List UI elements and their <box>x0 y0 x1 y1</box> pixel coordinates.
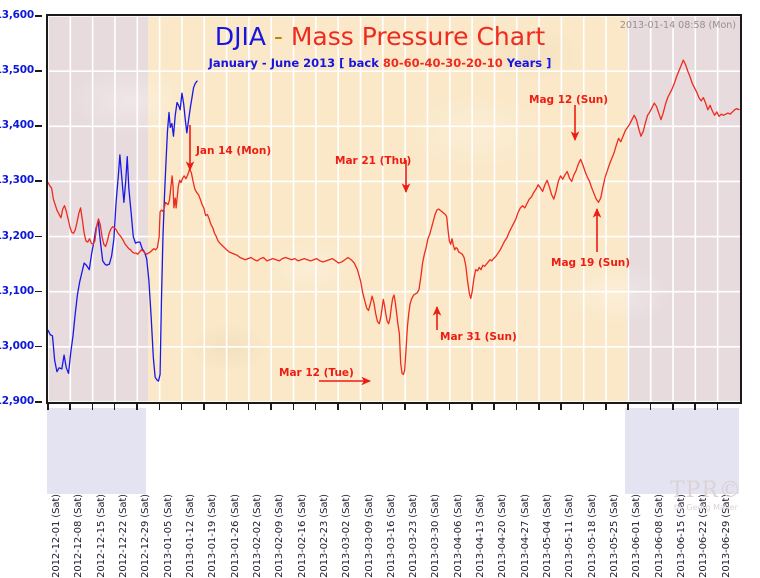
x-tick-mark <box>136 404 138 410</box>
x-tick-mark <box>47 404 49 410</box>
x-tick-mark <box>381 404 384 410</box>
x-tick-label: 2012-12-01 (Sat) <box>51 494 62 578</box>
y-axis-labels: 13,600 13,500 13,400 13,300 13,200 13,100 13,0… <box>0 9 42 407</box>
x-tick-label: 2013-02-09 (Sat) <box>274 494 286 578</box>
x-axis-labels: 2012-12-01 (Sat) 2012-12-08 (Sat) 2012-12-… <box>0 404 760 578</box>
y-tick-mark <box>35 290 42 293</box>
y-tick-label: 12,900 <box>0 395 34 407</box>
x-tick-label: 2013-06-15 (Sat) <box>676 494 688 578</box>
x-tick-mark <box>337 404 339 410</box>
x-tick-mark <box>582 404 585 410</box>
x-tick-mark <box>180 404 183 410</box>
x-tick-label: 2013-01-19 (Sat) <box>207 494 219 578</box>
chart-screenshot: 13,600 13,500 13,400 13,300 13,200 13,100 13,0… <box>0 9 760 578</box>
x-tick-label: 2013-02-02 (Sat) <box>251 494 263 578</box>
x-tick-mark <box>359 404 362 410</box>
shaded-zone-left <box>48 16 149 402</box>
x-tick-label: 2013-06-01 (Sat) <box>631 494 643 578</box>
y-tick-label: 13,000 <box>0 339 34 352</box>
x-tick-label: 2013-06-29 (Sat) <box>720 494 732 578</box>
x-tick-mark <box>605 404 607 410</box>
x-tick-mark <box>270 404 272 410</box>
x-tick-mark <box>158 404 161 410</box>
x-tick-mark <box>113 404 116 410</box>
x-tick-mark <box>694 404 696 410</box>
generation-timestamp: 2013-01-14 08:58 (Mon) <box>619 20 736 31</box>
x-tick-label: 2013-03-16 (Sat) <box>385 494 397 578</box>
x-tick-mark <box>247 404 250 410</box>
x-tick-mark <box>426 404 428 410</box>
x-tick-label: 2013-03-02 (Sat) <box>341 494 353 578</box>
x-tick-label: 2013-06-22 (Sat) <box>698 494 710 578</box>
x-tick-mark <box>493 404 495 410</box>
y-tick-label: 13,600 <box>0 9 34 21</box>
x-tick-label: 2013-02-23 (Sat) <box>318 494 330 578</box>
x-tick-label: 2013-03-09 (Sat) <box>363 494 375 578</box>
y-tick-mark <box>35 401 42 403</box>
x-tick-mark <box>448 404 451 410</box>
x-tick-mark <box>203 404 205 410</box>
x-tick-label: 2013-06-08 (Sat) <box>653 494 665 578</box>
y-tick-mark <box>35 235 42 238</box>
x-axis-shaded-band <box>47 408 147 494</box>
x-tick-label: 2012-12-29 (Sat) <box>140 494 152 578</box>
x-tick-label: 2013-04-27 (Sat) <box>519 494 531 578</box>
y-tick-label: 13,400 <box>0 119 34 132</box>
plot-area <box>46 14 742 404</box>
x-tick-mark <box>672 404 674 410</box>
x-tick-label: 2013-04-20 (Sat) <box>497 494 509 578</box>
chart-canvas <box>48 16 740 402</box>
x-tick-mark <box>471 404 473 410</box>
y-tick-mark <box>35 180 42 182</box>
x-tick-mark <box>515 404 518 410</box>
x-tick-label: 2012-12-08 (Sat) <box>73 494 85 578</box>
x-tick-mark <box>69 404 71 410</box>
x-tick-mark <box>404 404 406 410</box>
x-tick-mark <box>627 404 629 410</box>
y-tick-label: 13,100 <box>0 284 34 297</box>
y-tick-mark <box>35 125 42 127</box>
y-tick-label: 13,500 <box>0 64 34 77</box>
x-tick-label: 2013-01-12 (Sat) <box>184 494 196 578</box>
x-tick-label: 2012-12-22 (Sat) <box>117 494 129 578</box>
x-tick-mark <box>649 404 652 410</box>
x-tick-label: 2013-03-23 (Sat) <box>408 494 420 578</box>
y-tick-mark <box>35 15 42 17</box>
x-tick-label: 2013-04-13 (Sat) <box>475 494 487 578</box>
x-tick-label: 2013-05-18 (Sat) <box>586 494 598 578</box>
x-tick-mark <box>91 404 94 410</box>
x-tick-label: 2013-02-16 (Sat) <box>296 494 308 578</box>
y-tick-mark <box>35 70 42 72</box>
x-tick-label: 2013-01-05 (Sat) <box>162 494 174 578</box>
x-tick-mark <box>292 404 295 410</box>
x-tick-mark <box>225 404 228 410</box>
x-tick-label: 2013-04-06 (Sat) <box>452 494 464 578</box>
x-axis-shaded-band <box>625 408 739 494</box>
y-tick-label: 13,200 <box>0 229 34 242</box>
x-tick-mark <box>560 404 562 410</box>
y-tick-label: 13,300 <box>0 174 34 187</box>
x-tick-label: 2012-12-15 (Sat) <box>95 494 107 578</box>
x-tick-label: 2013-01-26 (Sat) <box>229 494 241 578</box>
x-tick-mark <box>716 404 719 410</box>
x-tick-mark <box>314 404 317 410</box>
y-tick-mark <box>35 345 42 348</box>
x-tick-label: 2013-03-30 (Sat) <box>430 494 442 578</box>
x-tick-label: 2013-05-25 (Sat) <box>609 494 621 578</box>
x-tick-label: 2013-05-04 (Sat) <box>542 494 554 578</box>
x-tick-mark <box>538 404 540 410</box>
x-tick-label: 2013-05-11 (Sat) <box>564 494 576 578</box>
shaded-zone-right <box>627 16 740 402</box>
